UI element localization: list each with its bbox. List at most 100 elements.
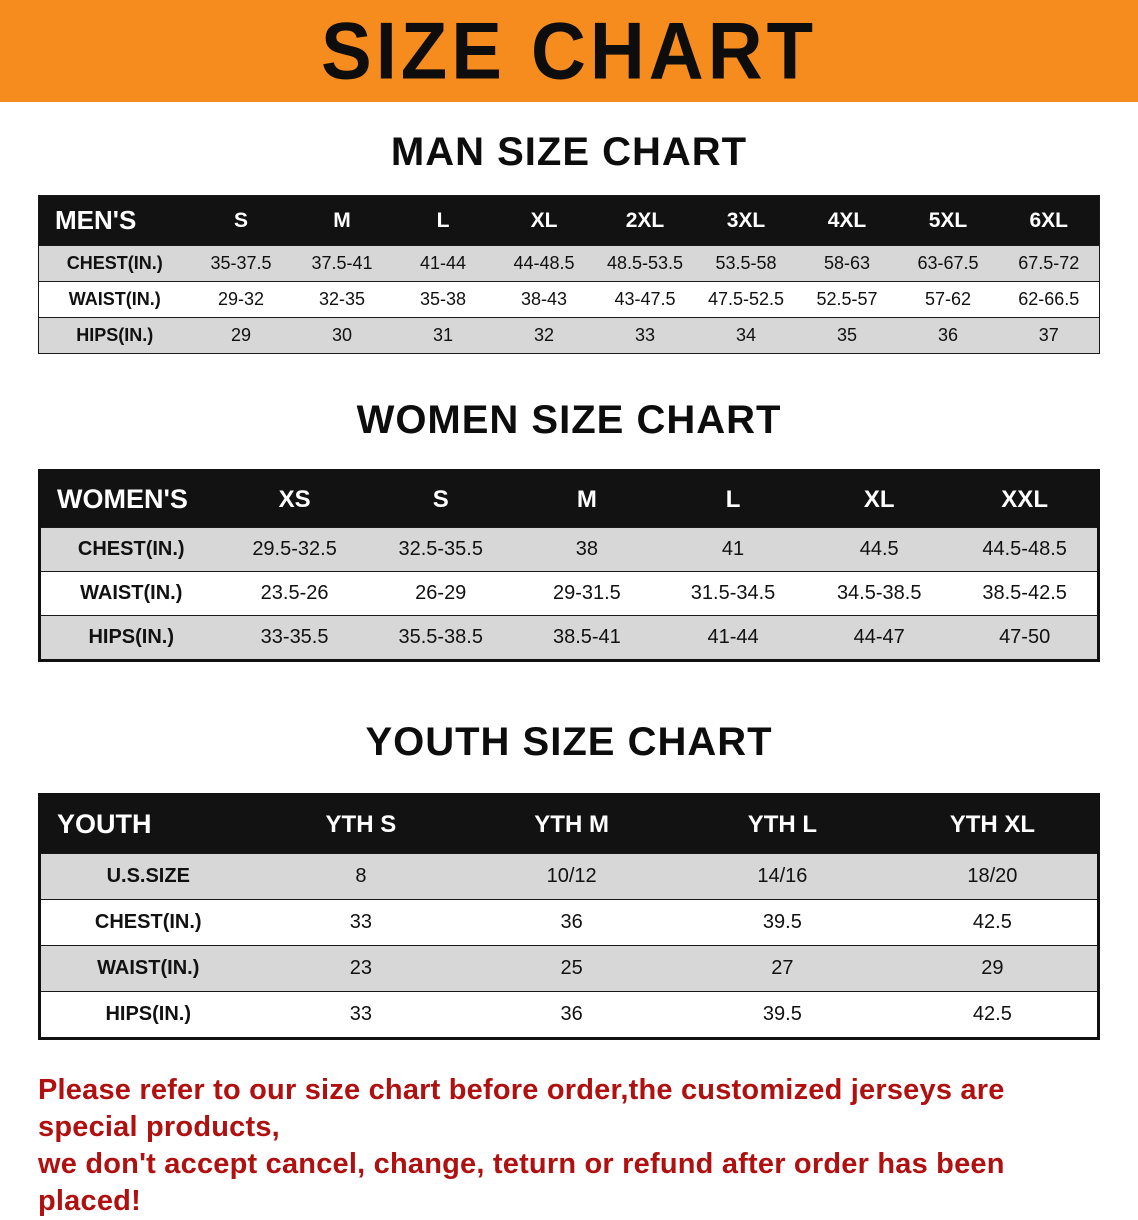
size-value-cell: 35.5-38.5 [367,615,514,661]
size-header-cell: M [291,195,393,246]
size-value-cell: 35-37.5 [190,245,292,282]
size-header-cell: XXL [952,470,1099,528]
footer-disclaimer-line-1: Please refer to our size chart before or… [38,1074,1005,1144]
size-value-cell: 29 [190,317,292,354]
size-value-cell: 41-44 [659,615,807,661]
table-row: U.S.SIZE 8 10/12 14/16 18/20 [39,853,1099,900]
size-value-cell: 33 [594,317,696,354]
table-header-row: WOMEN'S XS S M L XL XXL [39,470,1099,528]
size-value-cell: 30 [291,317,393,354]
size-value-cell: 62-66.5 [998,281,1100,318]
size-header-cell: YTH S [255,794,467,854]
size-header-cell: M [513,470,660,528]
size-header-cell: YTH L [677,794,888,854]
size-value-cell: 23.5-26 [221,571,368,616]
size-value-cell: 32-35 [291,281,393,318]
size-value-cell: 44.5-48.5 [952,527,1099,572]
size-value-cell: 36 [897,317,999,354]
size-value-cell: 10/12 [466,853,677,900]
size-value-cell: 53.5-58 [695,245,797,282]
size-value-cell: 43-47.5 [594,281,696,318]
size-value-cell: 41 [659,527,807,572]
size-value-cell: 34.5-38.5 [806,571,953,616]
youth-size-section: YOUTH SIZE CHART YOUTH YTH S YTH M YTH L YTH… [0,720,1138,1040]
men-size-table: MEN'S S M L XL 2XL 3XL 4XL 5XL 6XL CHEST(IN.) 35-37… [38,195,1100,354]
size-header-cell: XL [493,195,595,246]
row-label-cell: HIPS(IN.) [39,615,222,661]
table-title-cell: MEN'S [38,195,191,246]
size-value-cell: 35-38 [392,281,494,318]
size-value-cell: 29.5-32.5 [221,527,368,572]
size-value-cell: 36 [466,899,677,946]
size-value-cell: 23 [255,945,467,992]
women-section-heading: WOMEN SIZE CHART [356,398,782,442]
table-row: CHEST(IN.) 33 36 39.5 42.5 [39,899,1099,946]
size-value-cell: 39.5 [677,899,888,946]
size-value-cell: 25 [466,945,677,992]
size-value-cell: 32 [493,317,595,354]
size-chart-banner: SIZE CHART [0,0,1138,102]
size-value-cell: 38-43 [493,281,595,318]
row-label-cell: U.S.SIZE [39,853,256,900]
size-value-cell: 42.5 [887,991,1099,1039]
size-header-cell: YTH XL [887,794,1099,854]
table-row: HIPS(IN.) 29 30 31 32 33 34 35 36 37 [38,317,1100,354]
footer-disclaimer-line-2: we don't accept cancel, change, teturn o… [38,1148,1005,1218]
size-value-cell: 31.5-34.5 [659,571,807,616]
size-value-cell: 37.5-41 [291,245,393,282]
size-value-cell: 67.5-72 [998,245,1100,282]
size-value-cell: 52.5-57 [796,281,898,318]
size-value-cell: 48.5-53.5 [594,245,696,282]
size-header-cell: 2XL [594,195,696,246]
size-value-cell: 29 [887,945,1099,992]
footer-disclaimer: Please refer to our size chart before or… [38,1072,1100,1220]
table-row: WAIST(IN.) 23 25 27 29 [39,945,1099,992]
row-label-cell: HIPS(IN.) [39,991,256,1039]
size-header-cell: S [367,470,514,528]
size-value-cell: 44-48.5 [493,245,595,282]
size-value-cell: 38.5-41 [513,615,660,661]
men-size-section: MAN SIZE CHART MEN'S S M L XL 2XL 3XL 4XL 5XL 6XL… [0,130,1138,354]
size-value-cell: 33-35.5 [221,615,368,661]
size-value-cell: 18/20 [887,853,1099,900]
size-header-cell: 5XL [897,195,999,246]
table-row: HIPS(IN.) 33-35.5 35.5-38.5 38.5-41 41-44 44-… [39,615,1099,661]
size-value-cell: 31 [392,317,494,354]
size-value-cell: 42.5 [887,899,1099,946]
size-value-cell: 33 [255,899,467,946]
size-value-cell: 32.5-35.5 [367,527,514,572]
size-header-cell: 3XL [695,195,797,246]
size-value-cell: 34 [695,317,797,354]
size-value-cell: 63-67.5 [897,245,999,282]
size-header-cell: 4XL [796,195,898,246]
row-label-cell: CHEST(IN.) [39,527,222,572]
row-label-cell: HIPS(IN.) [38,317,191,354]
row-label-cell: CHEST(IN.) [39,899,256,946]
size-value-cell: 39.5 [677,991,888,1039]
size-value-cell: 26-29 [367,571,514,616]
table-row: CHEST(IN.) 35-37.5 37.5-41 41-44 44-48.5 48.5… [38,245,1100,282]
size-header-cell: 6XL [998,195,1100,246]
size-value-cell: 44-47 [806,615,953,661]
size-value-cell: 44.5 [806,527,953,572]
size-value-cell: 35 [796,317,898,354]
size-value-cell: 37 [998,317,1100,354]
row-label-cell: WAIST(IN.) [38,281,191,318]
size-value-cell: 33 [255,991,467,1039]
women-size-section: WOMEN SIZE CHART WOMEN'S XS S M L XL XXL CHEST(… [0,398,1138,662]
row-label-cell: CHEST(IN.) [38,245,191,282]
banner-title: SIZE CHART [321,5,817,97]
men-section-heading: MAN SIZE CHART [390,130,748,174]
size-header-cell: XL [806,470,953,528]
size-header-cell: S [190,195,292,246]
row-label-cell: WAIST(IN.) [39,945,256,992]
women-size-table: WOMEN'S XS S M L XL XXL CHEST(IN.) 29.5-32.5 32.5… [38,469,1100,662]
size-value-cell: 27 [677,945,888,992]
size-value-cell: 36 [466,991,677,1039]
size-header-cell: L [392,195,494,246]
size-value-cell: 41-44 [392,245,494,282]
table-header-row: YOUTH YTH S YTH M YTH L YTH XL [39,794,1099,854]
size-value-cell: 58-63 [796,245,898,282]
size-value-cell: 47-50 [952,615,1099,661]
size-value-cell: 14/16 [677,853,888,900]
